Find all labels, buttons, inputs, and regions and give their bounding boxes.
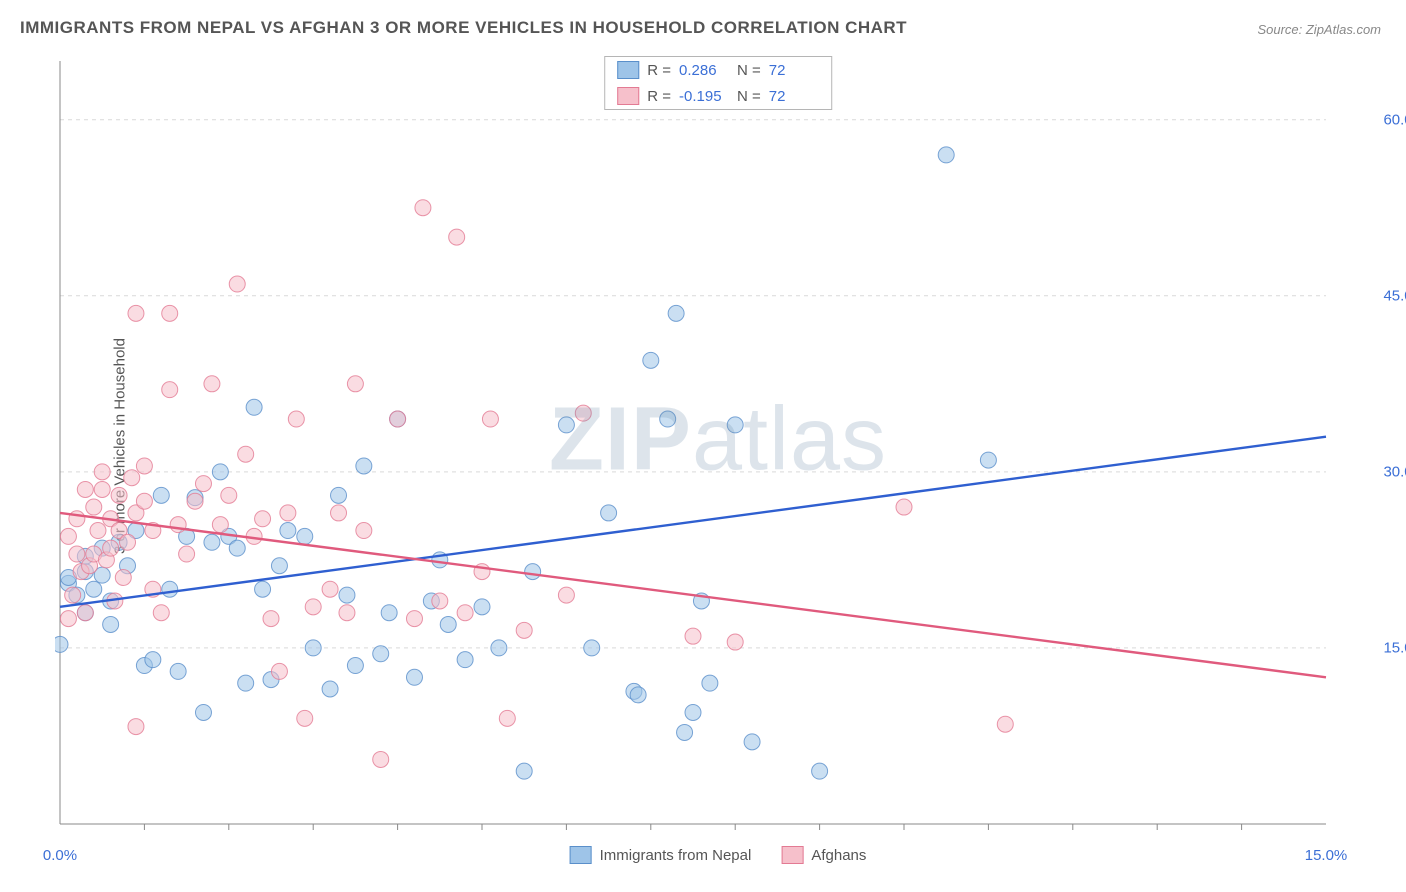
x-tick-label: 15.0%	[1305, 847, 1348, 864]
swatch-nepal	[617, 61, 639, 79]
r-label: R =	[647, 62, 671, 79]
scatter-chart	[55, 56, 1381, 834]
legend-item-nepal: Immigrants from Nepal	[570, 846, 752, 864]
n-label: N =	[737, 88, 761, 105]
r-value-afghan: -0.195	[679, 88, 729, 105]
correlation-legend: R = 0.286 N = 72 R = -0.195 N = 72	[604, 56, 832, 110]
legend-row-nepal: R = 0.286 N = 72	[605, 57, 831, 83]
y-tick-label: 15.0%	[1383, 639, 1406, 656]
x-tick-label: 0.0%	[43, 847, 77, 864]
source-label: Source: ZipAtlas.com	[1257, 22, 1381, 37]
swatch-afghan	[617, 87, 639, 105]
y-tick-label: 60.0%	[1383, 111, 1406, 128]
r-value-nepal: 0.286	[679, 62, 729, 79]
legend-row-afghan: R = -0.195 N = 72	[605, 83, 831, 109]
r-label: R =	[647, 88, 671, 105]
n-value-afghan: 72	[769, 88, 819, 105]
n-value-nepal: 72	[769, 62, 819, 79]
legend-item-afghan: Afghans	[781, 846, 866, 864]
swatch-nepal-bottom	[570, 846, 592, 864]
legend-label-afghan: Afghans	[811, 847, 866, 864]
legend-label-nepal: Immigrants from Nepal	[600, 847, 752, 864]
y-tick-label: 45.0%	[1383, 287, 1406, 304]
chart-title: IMMIGRANTS FROM NEPAL VS AFGHAN 3 OR MOR…	[20, 18, 907, 38]
swatch-afghan-bottom	[781, 846, 803, 864]
plot-area: ZIPatlas R = 0.286 N = 72 R = -0.195 N =…	[55, 56, 1381, 834]
series-legend: Immigrants from Nepal Afghans	[570, 846, 867, 864]
n-label: N =	[737, 62, 761, 79]
y-tick-label: 30.0%	[1383, 463, 1406, 480]
